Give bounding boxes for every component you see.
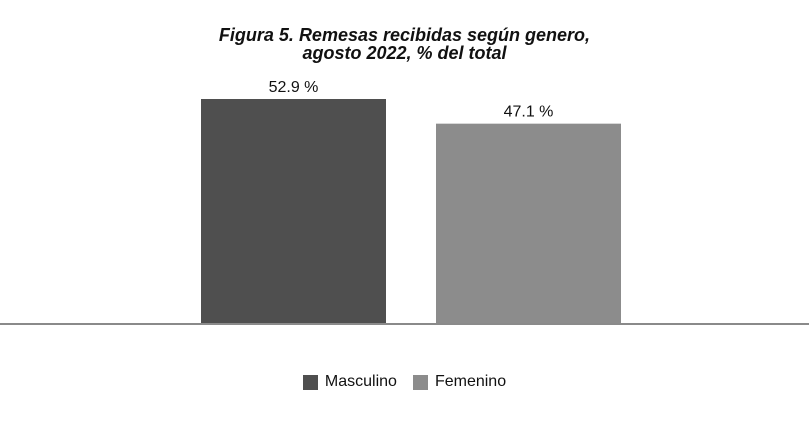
legend-label-masculino: Masculino [324,373,397,390]
data-labels-group: 52.9 % 47.1 % [269,79,554,121]
data-label-masculino: 52.9 % [269,79,319,96]
legend-label-femenino: Femenino [434,373,507,390]
data-label-femenino: 47.1 % [504,104,554,121]
legend-swatch-masculino [302,374,318,390]
legend: Masculino Femenino [0,373,809,391]
bars-group [201,99,621,324]
legend-item-femenino: Femenino [412,373,507,391]
bar-femenino [436,123,621,324]
bar-masculino [201,99,386,324]
chart-title-line-1: Figura 5. Remesas recibidas según genero… [218,25,591,45]
legend-swatch-femenino [412,374,428,390]
chart-title-line-2: agosto 2022, % del total [302,43,507,63]
chart-title: Figura 5. Remesas recibidas según genero… [0,26,809,62]
legend-item-masculino: Masculino [302,373,397,391]
